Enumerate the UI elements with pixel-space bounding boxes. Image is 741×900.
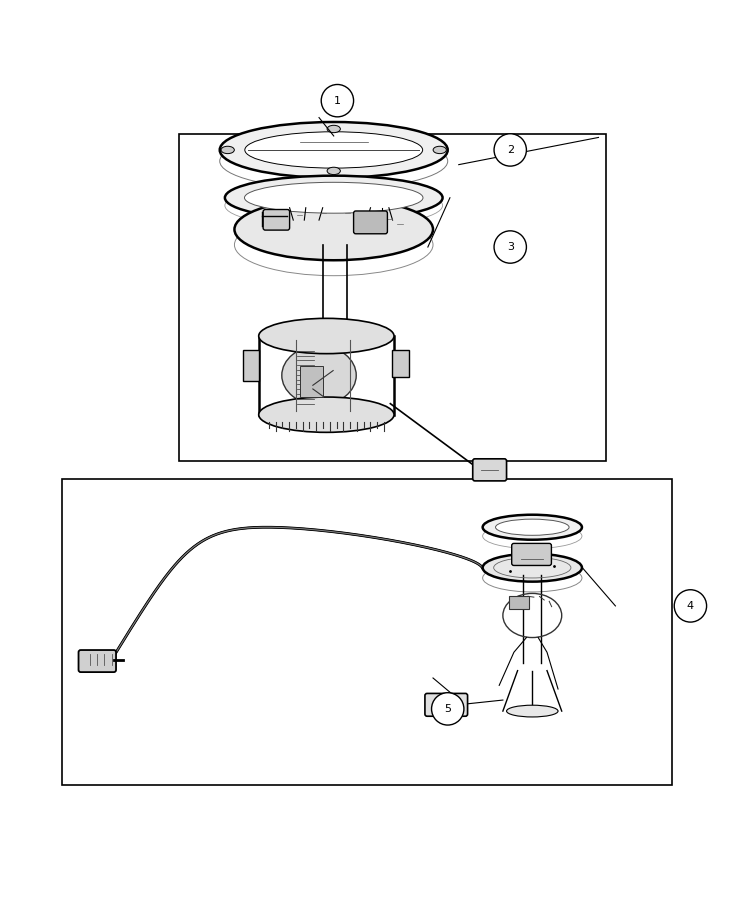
FancyBboxPatch shape bbox=[243, 350, 259, 381]
Ellipse shape bbox=[327, 167, 340, 175]
Ellipse shape bbox=[221, 147, 234, 154]
Text: 1: 1 bbox=[334, 95, 341, 105]
Text: 4: 4 bbox=[687, 601, 694, 611]
Ellipse shape bbox=[220, 122, 448, 178]
Circle shape bbox=[322, 85, 353, 117]
FancyBboxPatch shape bbox=[392, 350, 410, 377]
Circle shape bbox=[431, 693, 464, 725]
Circle shape bbox=[674, 590, 707, 622]
FancyBboxPatch shape bbox=[263, 210, 290, 230]
Ellipse shape bbox=[507, 706, 558, 717]
Bar bbox=[62, 480, 672, 785]
Ellipse shape bbox=[482, 515, 582, 540]
Text: 2: 2 bbox=[507, 145, 514, 155]
FancyBboxPatch shape bbox=[79, 650, 116, 672]
Circle shape bbox=[494, 230, 526, 263]
Bar bbox=[179, 134, 606, 461]
Ellipse shape bbox=[234, 199, 433, 260]
FancyBboxPatch shape bbox=[425, 693, 468, 716]
Ellipse shape bbox=[327, 125, 340, 132]
Ellipse shape bbox=[482, 554, 582, 581]
Ellipse shape bbox=[496, 519, 569, 536]
FancyBboxPatch shape bbox=[473, 459, 507, 481]
Ellipse shape bbox=[225, 176, 442, 220]
Ellipse shape bbox=[245, 131, 422, 168]
Ellipse shape bbox=[259, 319, 394, 354]
FancyBboxPatch shape bbox=[353, 211, 388, 234]
FancyBboxPatch shape bbox=[510, 597, 529, 609]
FancyBboxPatch shape bbox=[300, 366, 324, 397]
Ellipse shape bbox=[259, 397, 394, 432]
Text: 3: 3 bbox=[507, 242, 514, 252]
Ellipse shape bbox=[282, 346, 356, 405]
Ellipse shape bbox=[433, 147, 446, 154]
Text: 5: 5 bbox=[444, 704, 451, 714]
Circle shape bbox=[494, 134, 526, 166]
Ellipse shape bbox=[245, 183, 423, 213]
FancyBboxPatch shape bbox=[512, 544, 551, 565]
